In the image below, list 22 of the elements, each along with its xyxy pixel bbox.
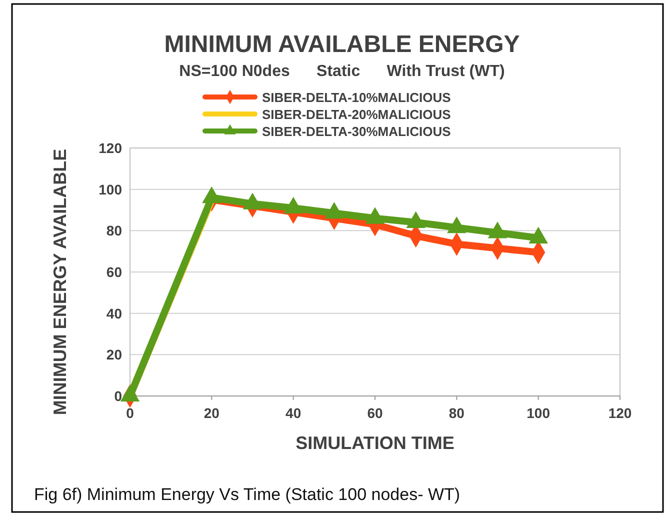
y-tick-label: 0 xyxy=(114,388,122,404)
x-tick-label: 120 xyxy=(608,405,632,421)
y-axis-title: MINIMUM ENERGY AVAILABLE xyxy=(50,148,70,416)
legend-label: SIBER-DELTA-30%MALICIOUS xyxy=(262,124,452,139)
x-tick-label: 0 xyxy=(126,405,134,421)
y-tick-label: 40 xyxy=(106,305,122,322)
legend-label: SIBER-DELTA-10%MALICIOUS xyxy=(262,90,452,105)
caption: Fig 6f) Minimum Energy Vs Time (Static 100 nodes- WT) xyxy=(34,485,460,504)
x-tick-label: 100 xyxy=(526,405,550,421)
x-tick-label: 60 xyxy=(367,405,383,421)
y-tick-label: 60 xyxy=(106,264,122,280)
y-tick-label: 100 xyxy=(98,181,122,198)
chart-subtitle: NS=100 N0des Static With Trust (WT) xyxy=(179,63,505,80)
y-tick-label: 20 xyxy=(106,346,122,363)
x-tick-label: 80 xyxy=(448,405,465,421)
x-tick-label: 20 xyxy=(204,405,220,421)
y-tick-label: 120 xyxy=(98,140,122,156)
x-axis-title: SIMULATION TIME xyxy=(296,433,454,453)
chart-title: MINIMUM AVAILABLE ENERGY xyxy=(164,31,520,58)
legend-label: SIBER-DELTA-20%MALICIOUS xyxy=(262,107,452,122)
x-tick-label: 40 xyxy=(286,405,302,421)
y-tick-label: 80 xyxy=(106,222,122,239)
